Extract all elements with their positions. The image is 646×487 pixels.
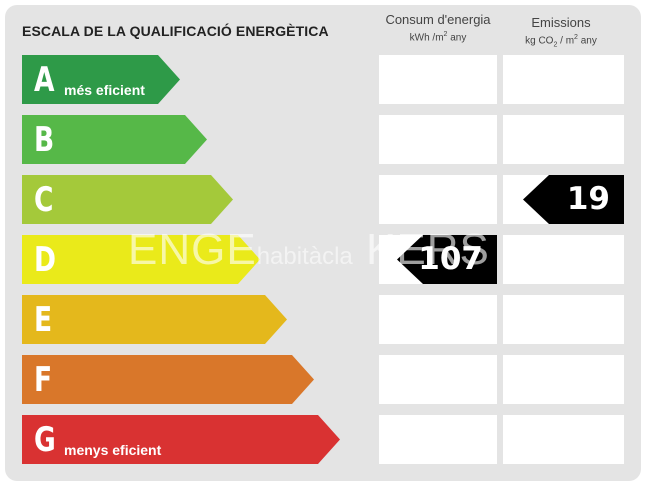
rating-letter: G xyxy=(34,420,56,460)
rating-bar-e: E xyxy=(22,295,287,344)
watermark: ENGEhabitàcla KERS xyxy=(128,225,490,274)
emissions-value: 19 xyxy=(566,181,610,217)
rating-note: menys eficient xyxy=(64,442,162,458)
consumption-cell xyxy=(379,175,497,224)
emissions-cell xyxy=(503,115,624,164)
consumption-cell xyxy=(379,295,497,344)
emissions-cell xyxy=(503,55,624,104)
consumption-unit: kWh /m2 any xyxy=(409,31,467,44)
rating-letter: E xyxy=(34,300,53,340)
emissions-column-header: Emissions kg CO2 / m2 any xyxy=(501,15,621,52)
emissions-unit: kg CO2 / m2 any xyxy=(525,34,597,49)
emissions-cell xyxy=(503,235,624,284)
consumption-cell xyxy=(379,355,497,404)
emissions-cell xyxy=(503,415,624,464)
consumption-cell xyxy=(379,415,497,464)
rating-letter: A xyxy=(34,60,55,100)
rating-bar-d: D xyxy=(22,235,260,284)
rating-letter: C xyxy=(34,180,54,220)
consumption-label: Consum d'energia xyxy=(385,12,491,27)
emissions-label: Emissions xyxy=(531,15,591,30)
consumption-cell xyxy=(379,55,497,104)
rating-letter: F xyxy=(34,360,53,400)
rating-letter: D xyxy=(34,240,57,280)
rating-letter: B xyxy=(34,120,55,160)
emissions-cell xyxy=(503,355,624,404)
rating-bar-f: F xyxy=(22,355,314,404)
consumption-column-header: Consum d'energia kWh /m2 any xyxy=(378,12,498,45)
consumption-value: 107 xyxy=(418,241,483,277)
rating-bar-c: C xyxy=(22,175,233,224)
consumption-cell xyxy=(379,115,497,164)
emissions-cell xyxy=(503,295,624,344)
rating-bar-b: B xyxy=(22,115,207,164)
rating-note: més eficient xyxy=(64,82,145,98)
scale-title: ESCALA DE LA QUALIFICACIÓ ENERGÈTICA xyxy=(22,23,329,39)
